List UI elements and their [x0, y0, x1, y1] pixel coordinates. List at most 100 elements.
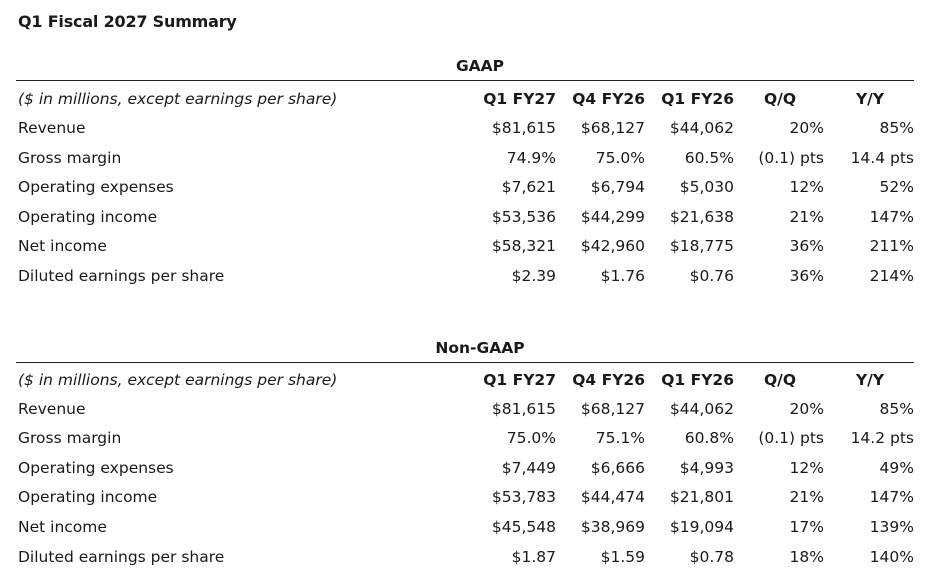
section-divider	[16, 362, 914, 363]
table-cell: 75.1%	[595, 429, 645, 447]
section-divider	[16, 80, 914, 81]
table-cell: 85%	[879, 400, 914, 418]
table-cell: $44,062	[669, 119, 734, 137]
table-cell: 60.5%	[684, 149, 734, 167]
table-cell: 75.0%	[595, 149, 645, 167]
table-cell: $53,536	[491, 208, 556, 226]
row-label: Revenue	[18, 119, 86, 137]
table-cell: $19,094	[669, 518, 734, 536]
table-cell: 49%	[879, 459, 914, 477]
column-header: Q4 FY26	[572, 371, 645, 389]
table-header-row: ($ in millions, except earnings per shar…	[0, 365, 946, 395]
table-cell: 18%	[789, 548, 824, 566]
table-cell: 139%	[869, 518, 914, 536]
table-row: Net income $58,321 $42,960 $18,775 36% 2…	[0, 231, 946, 261]
table-cell: $6,666	[590, 459, 645, 477]
table-cell: 75.0%	[506, 429, 556, 447]
row-label: Operating expenses	[18, 459, 174, 477]
table-row: Diluted earnings per share $1.87 $1.59 $…	[0, 542, 946, 572]
section-title: GAAP	[455, 57, 505, 75]
table-row: Operating expenses $7,621 $6,794 $5,030 …	[0, 172, 946, 202]
table-cell: (0.1) pts	[758, 149, 824, 167]
table-cell: $1.76	[600, 267, 645, 285]
column-header: Q1 FY27	[483, 90, 556, 108]
table-cell: 36%	[789, 267, 824, 285]
table-cell: 60.8%	[684, 429, 734, 447]
table-cell: $45,548	[491, 518, 556, 536]
column-header: Q4 FY26	[572, 90, 645, 108]
column-header: Q1 FY27	[483, 371, 556, 389]
table-cell: 147%	[869, 208, 914, 226]
table-cell: (0.1) pts	[758, 429, 824, 447]
table-cell: $7,449	[501, 459, 556, 477]
table-cell: 36%	[789, 237, 824, 255]
table-cell: $44,299	[580, 208, 645, 226]
table-cell: 12%	[789, 459, 824, 477]
table-cell: $1.87	[511, 548, 556, 566]
table-cell: 20%	[789, 400, 824, 418]
table-cell: 20%	[789, 119, 824, 137]
table-cell: $44,062	[669, 400, 734, 418]
table-row: Gross margin 75.0% 75.1% 60.8% (0.1) pts…	[0, 423, 946, 453]
table-cell: $81,615	[491, 400, 556, 418]
column-header: Q1 FY26	[661, 90, 734, 108]
table-cell: 12%	[789, 178, 824, 196]
table-cell: $0.78	[689, 548, 734, 566]
table-cell: 14.4 pts	[850, 149, 914, 167]
row-label: Diluted earnings per share	[18, 267, 225, 285]
column-header: Q/Q	[763, 90, 796, 108]
column-header: Y/Y	[855, 90, 885, 108]
table-row: Operating income $53,536 $44,299 $21,638…	[0, 202, 946, 232]
table-cell: $68,127	[580, 119, 645, 137]
table-cell: 52%	[879, 178, 914, 196]
table-row: Gross margin 74.9% 75.0% 60.5% (0.1) pts…	[0, 143, 946, 173]
table-cell: $6,794	[590, 178, 645, 196]
table-cell: $53,783	[491, 488, 556, 506]
table-row: Revenue $81,615 $68,127 $44,062 20% 85%	[0, 394, 946, 424]
column-header: Q1 FY26	[661, 371, 734, 389]
table-cell: $21,801	[669, 488, 734, 506]
table-cell: $42,960	[580, 237, 645, 255]
column-header: Q/Q	[763, 371, 796, 389]
table-cell: $4,993	[679, 459, 734, 477]
table-cell: $7,621	[501, 178, 556, 196]
table-cell: 14.2 pts	[850, 429, 914, 447]
page-title: Q1 Fiscal 2027 Summary	[18, 12, 237, 31]
table-cell: $81,615	[491, 119, 556, 137]
section-title: Non-GAAP	[435, 339, 525, 357]
table-row: Diluted earnings per share $2.39 $1.76 $…	[0, 261, 946, 291]
table-row: Net income $45,548 $38,969 $19,094 17% 1…	[0, 512, 946, 542]
table-cell: $0.76	[689, 267, 734, 285]
row-label: Net income	[18, 518, 107, 536]
row-label: Diluted earnings per share	[18, 548, 225, 566]
row-label: Net income	[18, 237, 107, 255]
table-cell: 74.9%	[506, 149, 556, 167]
table-cell: 17%	[789, 518, 824, 536]
units-label: ($ in millions, except earnings per shar…	[18, 371, 338, 389]
column-header: Y/Y	[855, 371, 885, 389]
table-cell: 211%	[869, 237, 914, 255]
row-label: Operating income	[18, 488, 158, 506]
table-cell: 140%	[869, 548, 914, 566]
table-cell: $38,969	[580, 518, 645, 536]
table-cell: $2.39	[511, 267, 556, 285]
table-cell: $5,030	[679, 178, 734, 196]
table-cell: 21%	[789, 488, 824, 506]
units-label: ($ in millions, except earnings per shar…	[18, 90, 338, 108]
table-row: Revenue $81,615 $68,127 $44,062 20% 85%	[0, 113, 946, 143]
table-cell: $21,638	[669, 208, 734, 226]
row-label: Revenue	[18, 400, 86, 418]
row-label: Gross margin	[18, 429, 122, 447]
row-label: Gross margin	[18, 149, 122, 167]
table-cell: $18,775	[669, 237, 734, 255]
table-row: Operating expenses $7,449 $6,666 $4,993 …	[0, 453, 946, 483]
table-row: Operating income $53,783 $44,474 $21,801…	[0, 482, 946, 512]
table-cell: 21%	[789, 208, 824, 226]
table-cell: $1.59	[600, 548, 645, 566]
table-cell: $68,127	[580, 400, 645, 418]
table-cell: $44,474	[580, 488, 645, 506]
table-cell: 85%	[879, 119, 914, 137]
row-label: Operating expenses	[18, 178, 174, 196]
row-label: Operating income	[18, 208, 158, 226]
table-header-row: ($ in millions, except earnings per shar…	[0, 84, 946, 114]
